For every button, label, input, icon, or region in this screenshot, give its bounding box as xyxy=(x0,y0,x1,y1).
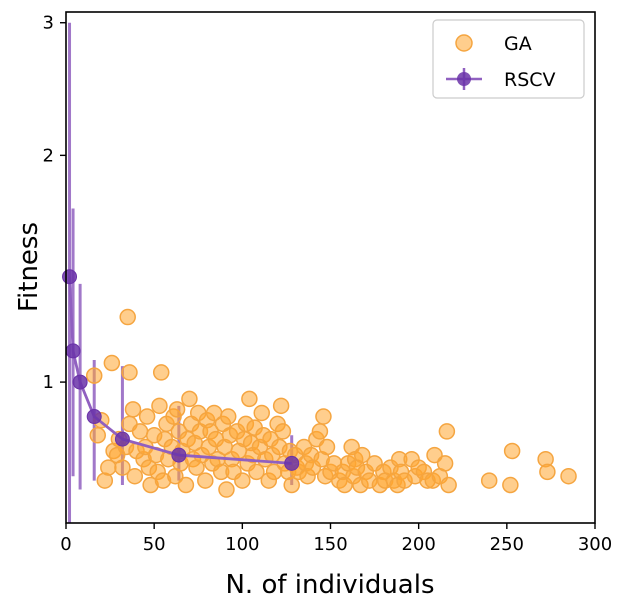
y-tick-label: 1 xyxy=(43,372,54,393)
ga-point xyxy=(560,467,577,485)
ga-point xyxy=(315,408,332,425)
ga-point xyxy=(539,463,556,481)
ga-point xyxy=(234,472,251,489)
ga-point xyxy=(253,404,270,422)
x-tick-label: 200 xyxy=(401,534,435,555)
ga-point xyxy=(318,438,336,456)
ga-point xyxy=(124,401,142,418)
y-tick-label: 2 xyxy=(43,145,54,166)
ga-point xyxy=(177,476,195,494)
rscv-point xyxy=(86,409,102,425)
ga-point xyxy=(89,426,106,444)
legend-ga-label: GA xyxy=(504,33,532,55)
ga-point xyxy=(131,423,149,440)
ga-point xyxy=(436,455,454,472)
ga-point xyxy=(126,467,144,485)
ga-point xyxy=(502,476,519,494)
x-tick-label: 0 xyxy=(60,534,71,555)
x-tick-label: 250 xyxy=(490,534,524,555)
ga-point xyxy=(151,397,168,415)
ga-point xyxy=(152,364,170,381)
ga-point xyxy=(480,472,498,489)
y-tick-label: 3 xyxy=(43,13,54,34)
x-axis-title: N. of individuals xyxy=(225,570,434,600)
ga-point xyxy=(85,367,103,384)
legend-ga-marker xyxy=(455,34,473,52)
ga-point xyxy=(138,408,156,425)
legend: GA RSCV xyxy=(432,19,585,99)
ga-point xyxy=(274,423,292,440)
rscv-point xyxy=(65,343,81,359)
ga-point xyxy=(197,472,214,489)
ga-points-layer xyxy=(85,308,577,498)
legend-rscv-marker xyxy=(457,72,471,86)
x-tick-label: 150 xyxy=(313,534,347,555)
ga-point xyxy=(121,364,138,381)
x-tick-label: 50 xyxy=(143,534,166,555)
ga-point xyxy=(103,354,121,372)
legend-rscv-label: RSCV xyxy=(504,69,556,91)
ga-point xyxy=(353,446,371,464)
ga-point xyxy=(438,423,456,440)
axes-layer: 0 50 100 150 200 250 300 1 2 3 xyxy=(43,13,613,555)
rscv-point xyxy=(72,374,88,390)
x-tick-label: 100 xyxy=(225,534,259,555)
ga-point xyxy=(114,459,131,476)
ga-point xyxy=(248,463,265,481)
ga-point xyxy=(283,476,300,494)
rscv-point xyxy=(284,455,300,471)
ga-point xyxy=(272,397,290,415)
ga-point xyxy=(311,423,329,440)
x-tick-label: 300 xyxy=(578,534,612,555)
ga-point xyxy=(119,308,136,326)
ga-point xyxy=(218,481,235,498)
ga-point xyxy=(440,476,457,494)
ga-point xyxy=(503,442,521,460)
y-axis-title: Fitness xyxy=(14,222,44,312)
ga-point xyxy=(168,401,186,418)
ga-point xyxy=(181,390,198,408)
rscv-point xyxy=(171,447,187,463)
rscv-point xyxy=(114,431,130,447)
ga-point xyxy=(219,408,237,425)
rscv-point xyxy=(62,269,78,285)
ga-point xyxy=(241,390,258,408)
